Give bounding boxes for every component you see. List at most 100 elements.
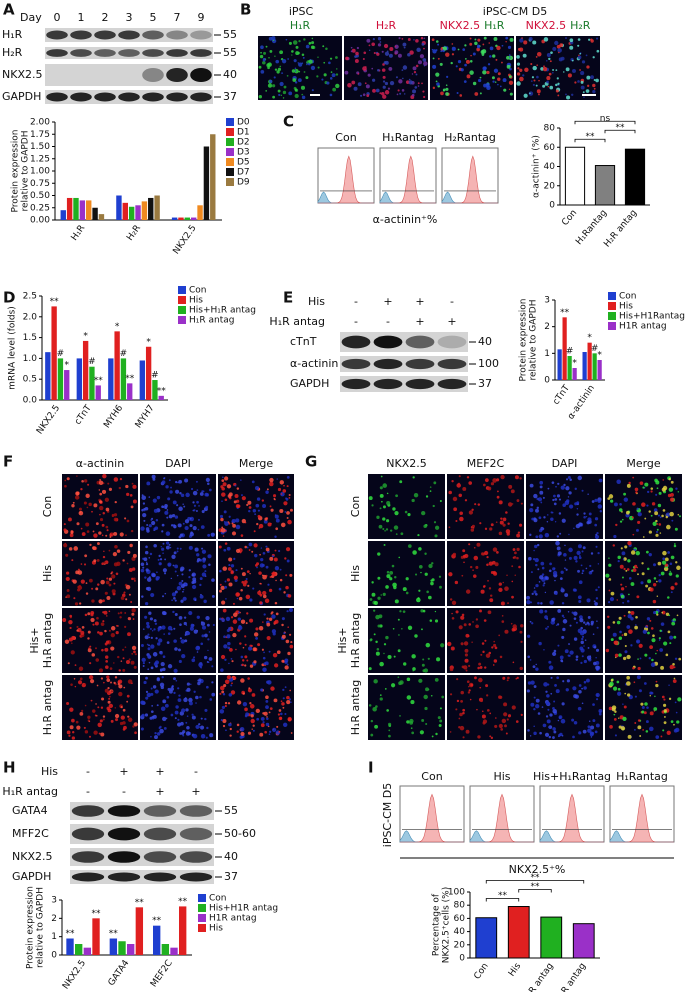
cell xyxy=(199,681,200,682)
cell xyxy=(655,735,659,739)
cell xyxy=(344,71,348,75)
cell xyxy=(98,723,102,727)
row-label: H₁R antag xyxy=(349,613,362,669)
y-axis-label: relative to GAPDH xyxy=(21,131,31,212)
cell xyxy=(168,626,172,630)
cell xyxy=(583,512,585,514)
cell xyxy=(440,63,443,66)
cell xyxy=(509,75,512,78)
cell xyxy=(192,585,196,589)
cell xyxy=(281,95,282,96)
cell xyxy=(535,593,538,596)
cell xyxy=(432,65,436,69)
cell xyxy=(625,570,627,572)
cell xyxy=(590,75,594,79)
cell xyxy=(439,724,442,727)
cell xyxy=(161,546,162,547)
cell xyxy=(175,705,178,708)
cell xyxy=(229,516,231,518)
cell xyxy=(599,479,603,483)
cell xyxy=(263,52,266,55)
cell xyxy=(421,511,425,515)
legend-label: D2 xyxy=(237,138,250,148)
cell xyxy=(594,524,597,527)
cell xyxy=(230,684,232,686)
cell xyxy=(563,553,567,557)
cell xyxy=(449,526,451,528)
cell xyxy=(291,732,293,734)
significance-mark: ** xyxy=(65,929,75,939)
cell xyxy=(372,707,377,712)
cell xyxy=(642,706,645,709)
cell xyxy=(615,734,617,736)
cell xyxy=(242,519,246,523)
cell xyxy=(568,643,570,645)
cell xyxy=(408,38,411,41)
cell xyxy=(358,73,360,75)
cell xyxy=(494,69,498,73)
cell xyxy=(221,601,225,605)
cell xyxy=(660,532,661,533)
cell xyxy=(495,717,497,719)
cell xyxy=(170,487,172,489)
cell xyxy=(579,556,582,559)
cell xyxy=(649,657,651,659)
cell xyxy=(586,65,589,68)
cell xyxy=(253,647,257,651)
cell xyxy=(534,587,536,589)
bar xyxy=(583,352,587,380)
cell xyxy=(146,622,149,625)
cell xyxy=(153,544,157,548)
cell xyxy=(183,523,185,525)
cell xyxy=(155,689,159,693)
cell xyxy=(254,513,256,515)
cell xyxy=(143,665,145,667)
cell xyxy=(163,633,165,635)
cell xyxy=(81,580,85,584)
cell xyxy=(476,543,480,547)
treatment-sign: - xyxy=(450,295,454,308)
cell xyxy=(581,550,583,552)
y-tick-label: 0.00 xyxy=(30,216,50,226)
cell xyxy=(425,573,428,576)
cell xyxy=(358,82,362,86)
y-axis-label: α-actinin⁺ (%) xyxy=(532,135,542,198)
cell xyxy=(84,683,86,685)
cell xyxy=(115,718,118,721)
cell xyxy=(147,644,149,646)
cell xyxy=(583,516,586,519)
cell xyxy=(378,37,381,40)
cell xyxy=(150,644,154,648)
blot-band xyxy=(180,873,212,882)
cell xyxy=(467,74,471,78)
y-tick-label: 1.75 xyxy=(30,130,50,140)
cell xyxy=(568,548,573,553)
cell xyxy=(167,497,170,500)
cell xyxy=(623,657,626,660)
cell xyxy=(531,80,533,82)
cell xyxy=(621,587,624,590)
cell xyxy=(229,693,232,696)
cell xyxy=(246,659,248,661)
cell xyxy=(127,520,130,523)
cell xyxy=(506,574,508,576)
cell xyxy=(290,701,292,703)
cell xyxy=(569,479,572,482)
cell xyxy=(179,492,181,494)
cell xyxy=(101,677,103,679)
cell xyxy=(457,92,459,94)
micrograph xyxy=(368,541,445,606)
cell xyxy=(146,568,149,571)
cell xyxy=(289,690,291,692)
cell xyxy=(295,68,297,70)
cell xyxy=(533,66,537,70)
legend-swatch xyxy=(178,286,186,294)
significance-mark: ** xyxy=(125,374,135,384)
cell xyxy=(109,584,112,587)
cell xyxy=(271,614,275,618)
cell xyxy=(366,39,370,43)
cell xyxy=(401,628,403,630)
cell xyxy=(477,45,480,48)
cell xyxy=(587,85,589,87)
cell xyxy=(266,566,269,569)
